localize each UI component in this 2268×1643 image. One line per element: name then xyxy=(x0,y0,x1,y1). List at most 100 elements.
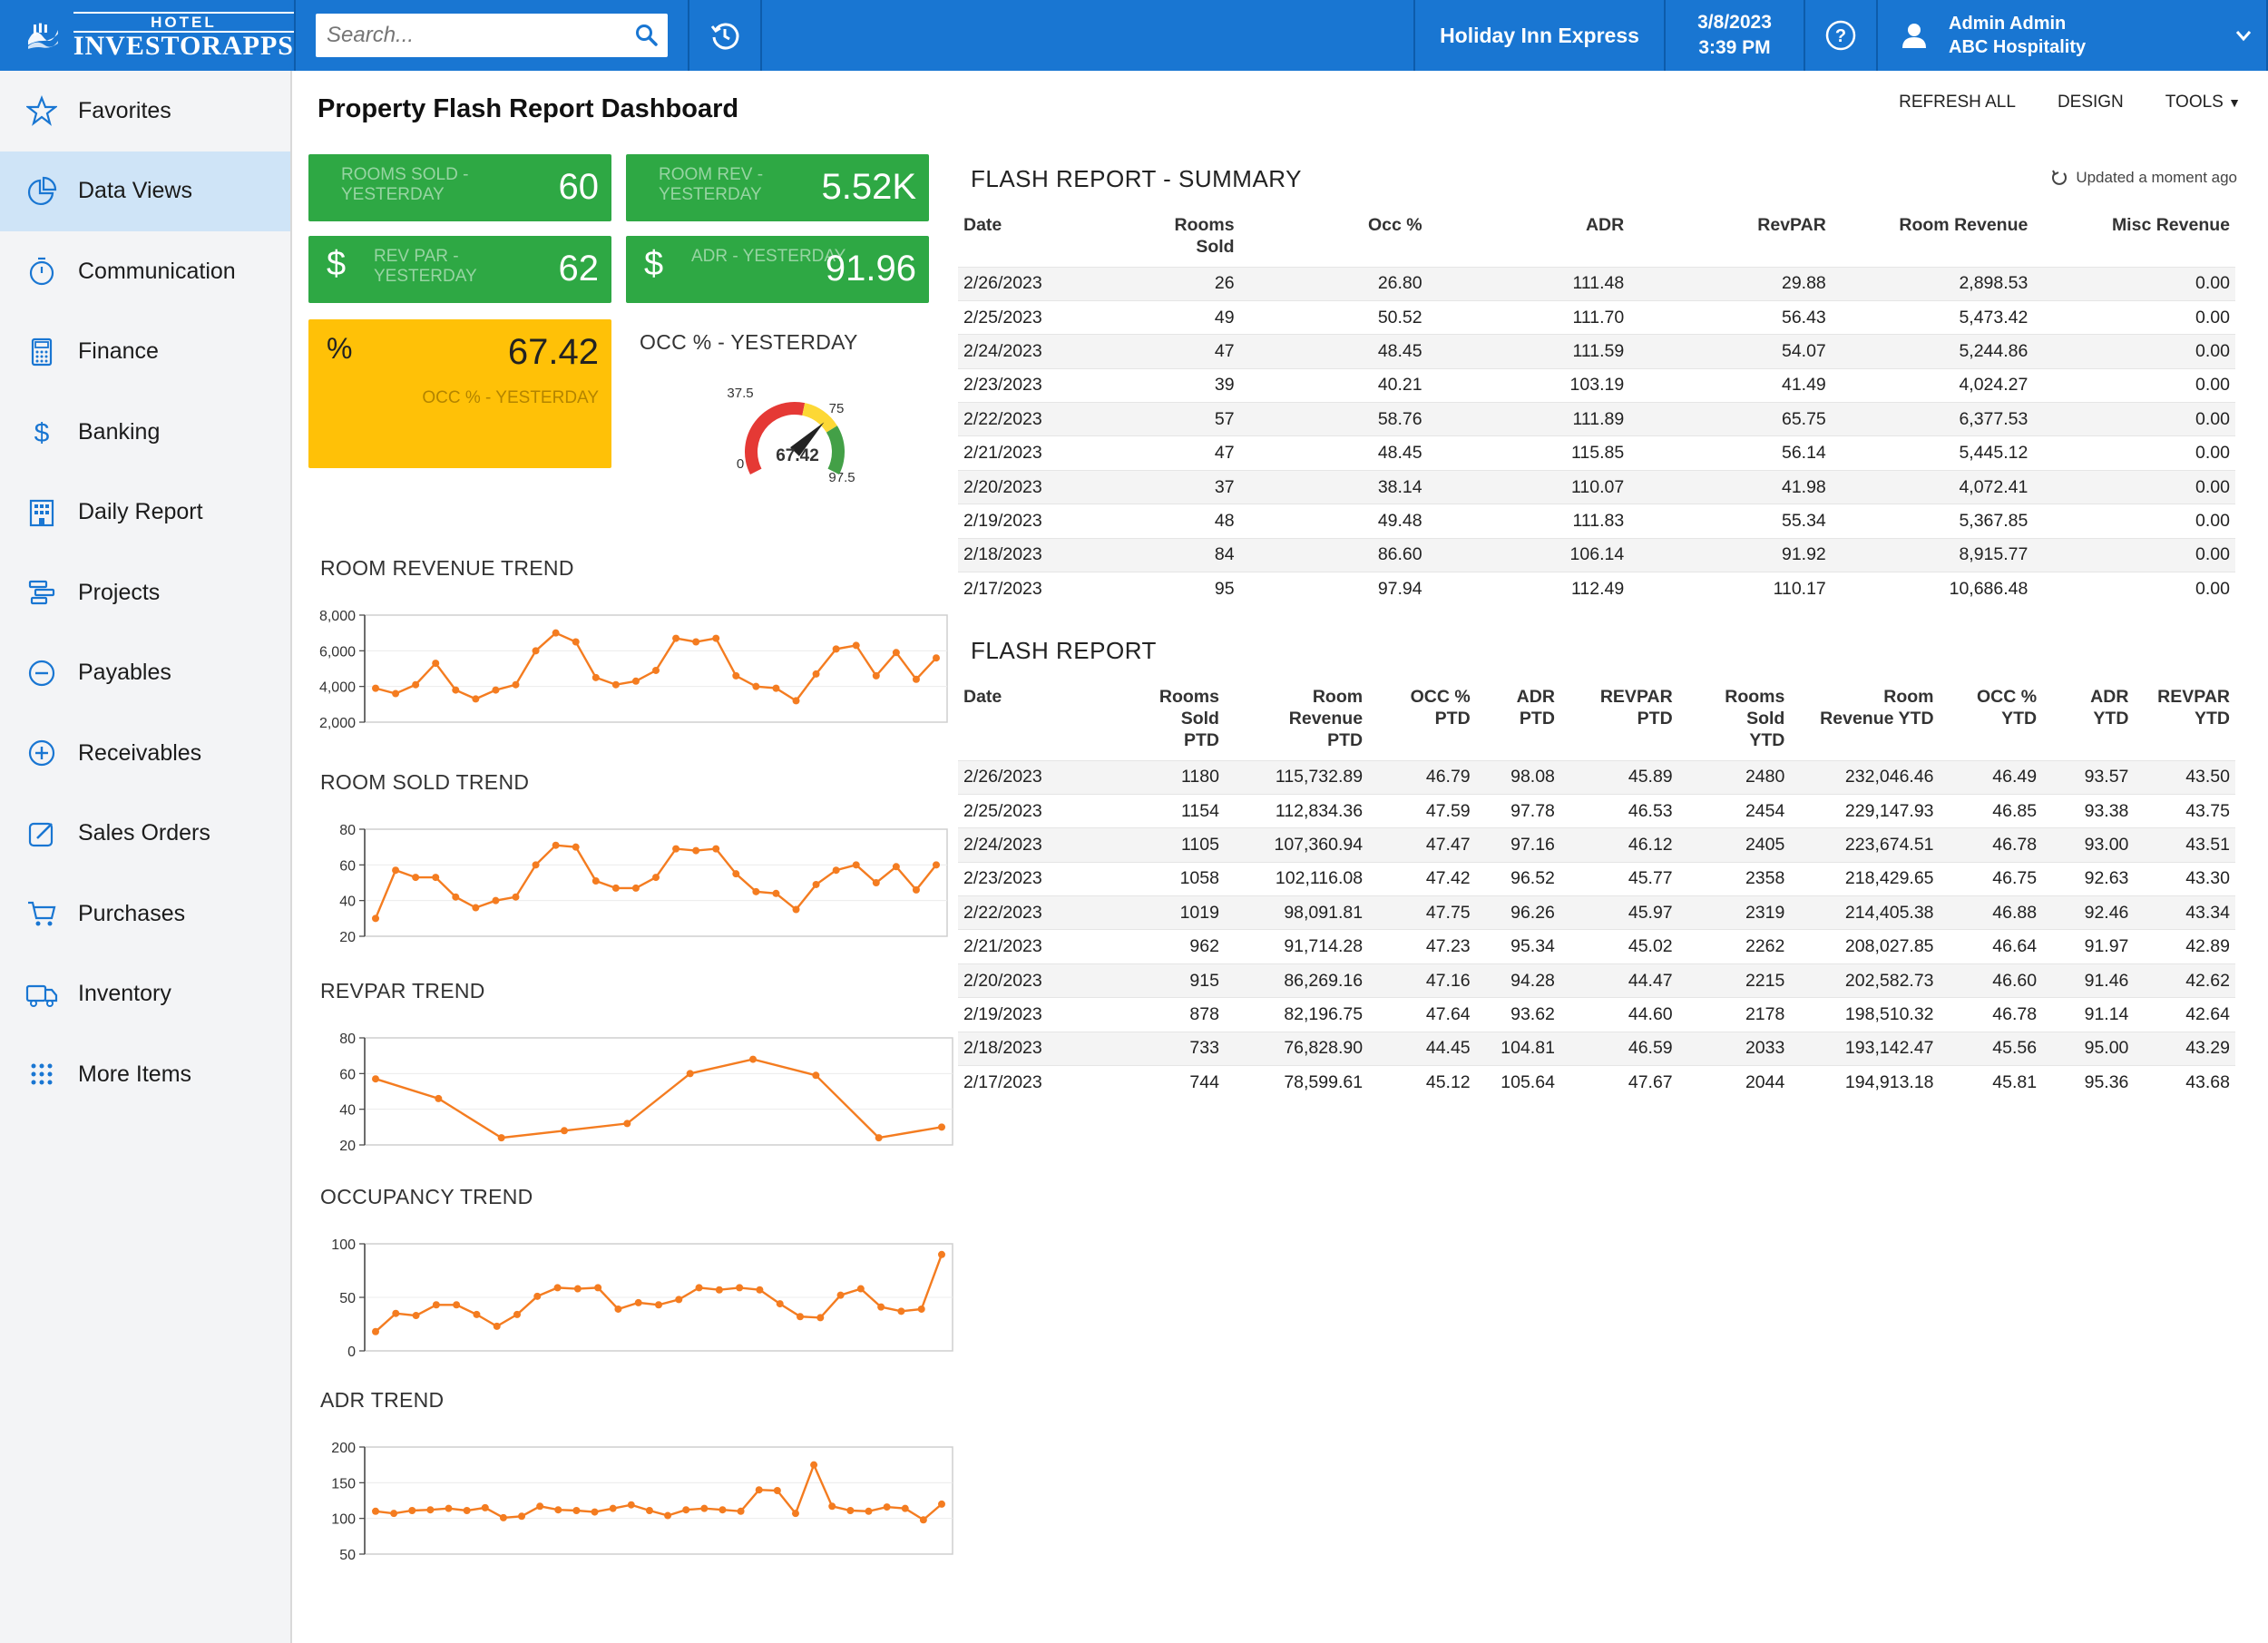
kpi-room-rev-tile[interactable]: ROOM REV - YESTERDAY 5.52K xyxy=(626,154,929,221)
sidebar-item-favorites[interactable]: Favorites xyxy=(0,71,290,152)
column-header[interactable]: REVPAR PTD xyxy=(1599,687,1673,729)
data-point[interactable] xyxy=(372,1075,379,1083)
history-button[interactable] xyxy=(689,0,762,71)
data-point[interactable] xyxy=(877,1303,885,1311)
property-selector[interactable]: Holiday Inn Express xyxy=(1415,0,1666,71)
table-row[interactable]: 2/25/2023 49 50.52 111.70 56.43 5,473.42 0.00 xyxy=(958,299,2235,335)
table-row[interactable]: 2/21/2023 47 48.45 115.85 56.14 5,445.12 0.00 xyxy=(958,435,2235,471)
data-point[interactable] xyxy=(675,1296,683,1304)
data-point[interactable] xyxy=(901,1504,909,1512)
data-point[interactable] xyxy=(828,1502,836,1511)
data-point[interactable] xyxy=(408,1507,416,1515)
data-point[interactable] xyxy=(372,684,379,692)
sidebar-item-more-items[interactable]: More Items xyxy=(0,1034,290,1115)
refresh-all-button[interactable]: REFRESH ALL xyxy=(1899,93,2016,112)
column-header[interactable]: ADR PTD xyxy=(1516,687,1555,729)
data-point[interactable] xyxy=(776,1300,784,1308)
data-point[interactable] xyxy=(836,1291,845,1299)
data-point[interactable] xyxy=(435,1094,443,1102)
column-header[interactable]: OCC % PTD xyxy=(1410,687,1471,729)
data-point[interactable] xyxy=(672,634,680,642)
data-point[interactable] xyxy=(552,841,560,849)
table-row[interactable]: 2/23/2023 1058 102,116.08 47.42 96.52 45.77 23… xyxy=(958,861,2235,896)
data-point[interactable] xyxy=(614,1305,622,1313)
data-point[interactable] xyxy=(572,1507,581,1515)
data-point[interactable] xyxy=(865,1507,873,1515)
data-point[interactable] xyxy=(655,1301,662,1309)
table-row[interactable]: 2/17/2023 744 78,599.61 45.12 105.64 47.67 204… xyxy=(958,1065,2235,1100)
column-header[interactable]: Rooms Sold PTD xyxy=(1158,687,1219,750)
data-point[interactable] xyxy=(752,682,760,690)
data-point[interactable] xyxy=(852,641,860,650)
sidebar-item-data-views[interactable]: Data Views xyxy=(0,151,290,231)
kpi-adr-tile[interactable]: $ ADR - YESTERDAY 91.96 xyxy=(626,236,929,303)
data-point[interactable] xyxy=(372,1327,379,1335)
table-row[interactable]: 2/24/2023 1105 107,360.94 47.47 97.16 46.12 24… xyxy=(958,827,2235,863)
data-point[interactable] xyxy=(492,686,500,694)
column-header[interactable]: OCC % YTD xyxy=(1976,687,2038,729)
column-header[interactable]: Date xyxy=(963,215,1002,235)
table-row[interactable]: 2/26/2023 26 26.80 111.48 29.88 2,898.53 0.00 xyxy=(958,266,2235,301)
data-point[interactable] xyxy=(732,671,740,680)
data-point[interactable] xyxy=(933,861,940,869)
data-point[interactable] xyxy=(719,1506,727,1514)
data-point[interactable] xyxy=(938,1250,945,1258)
column-header[interactable]: ADR YTD xyxy=(2090,687,2129,729)
data-point[interactable] xyxy=(912,885,920,894)
data-point[interactable] xyxy=(445,1504,453,1512)
data-point[interactable] xyxy=(664,1511,672,1520)
table-row[interactable]: 2/20/2023 37 38.14 110.07 41.98 4,072.41 0.00 xyxy=(958,469,2235,504)
data-point[interactable] xyxy=(832,645,840,653)
data-point[interactable] xyxy=(497,1134,505,1142)
data-point[interactable] xyxy=(512,893,520,901)
column-header[interactable]: Rooms Sold xyxy=(1174,215,1235,257)
data-point[interactable] xyxy=(736,1284,744,1292)
data-point[interactable] xyxy=(872,671,880,680)
design-button[interactable]: DESIGN xyxy=(2057,93,2124,112)
data-point[interactable] xyxy=(772,889,780,897)
table-row[interactable]: 2/24/2023 47 48.45 111.59 54.07 5,244.86 0.00 xyxy=(958,334,2235,369)
data-point[interactable] xyxy=(573,1285,582,1293)
user-menu[interactable]: Admin Admin ABC Hospitality xyxy=(1878,0,2268,71)
data-point[interactable] xyxy=(493,1322,501,1330)
table-row[interactable]: 2/22/2023 1019 98,091.81 47.75 96.26 45.97 231… xyxy=(958,895,2235,930)
data-point[interactable] xyxy=(752,887,760,895)
data-point[interactable] xyxy=(472,695,480,703)
column-header[interactable]: Room Revenue xyxy=(1899,215,2028,235)
data-point[interactable] xyxy=(552,629,560,637)
data-point[interactable] xyxy=(797,1313,804,1321)
data-point[interactable] xyxy=(453,1301,461,1309)
data-point[interactable] xyxy=(856,1285,865,1293)
data-point[interactable] xyxy=(912,675,920,683)
search-input[interactable] xyxy=(327,23,635,48)
data-point[interactable] xyxy=(631,677,640,685)
sidebar-item-receivables[interactable]: Receivables xyxy=(0,713,290,794)
search-icon[interactable] xyxy=(635,24,659,47)
sidebar-item-communication[interactable]: Communication xyxy=(0,231,290,312)
column-header[interactable]: ADR xyxy=(1585,215,1625,235)
data-point[interactable] xyxy=(700,1504,709,1512)
column-header[interactable]: Rooms Sold YTD xyxy=(1725,687,1785,750)
table-row[interactable]: 2/23/2023 39 40.21 103.19 41.49 4,024.27 0.00 xyxy=(958,367,2235,403)
data-point[interactable] xyxy=(591,673,600,681)
data-point[interactable] xyxy=(572,638,580,646)
data-point[interactable] xyxy=(712,634,720,642)
data-point[interactable] xyxy=(532,647,540,655)
table-row[interactable]: 2/18/2023 84 86.60 106.14 91.92 8,915.77 0.00 xyxy=(958,537,2235,572)
sidebar-item-sales-orders[interactable]: Sales Orders xyxy=(0,794,290,875)
data-point[interactable] xyxy=(792,697,800,705)
data-point[interactable] xyxy=(791,1510,799,1518)
data-point[interactable] xyxy=(561,1127,568,1135)
table-row[interactable]: 2/21/2023 962 91,714.28 47.23 95.34 45.02 2262… xyxy=(958,929,2235,964)
sidebar-item-purchases[interactable]: Purchases xyxy=(0,874,290,954)
data-point[interactable] xyxy=(473,1310,481,1318)
table-row[interactable]: 2/26/2023 1180 115,732.89 46.79 98.08 45.89 24… xyxy=(958,759,2235,795)
data-point[interactable] xyxy=(812,670,820,678)
data-point[interactable] xyxy=(692,846,700,855)
data-point[interactable] xyxy=(432,660,440,668)
data-point[interactable] xyxy=(594,1284,602,1292)
data-point[interactable] xyxy=(634,1298,642,1306)
sidebar-item-finance[interactable]: Finance xyxy=(0,312,290,393)
kpi-revpar-tile[interactable]: $ REV PAR - YESTERDAY 62 xyxy=(308,236,611,303)
data-point[interactable] xyxy=(452,893,460,901)
